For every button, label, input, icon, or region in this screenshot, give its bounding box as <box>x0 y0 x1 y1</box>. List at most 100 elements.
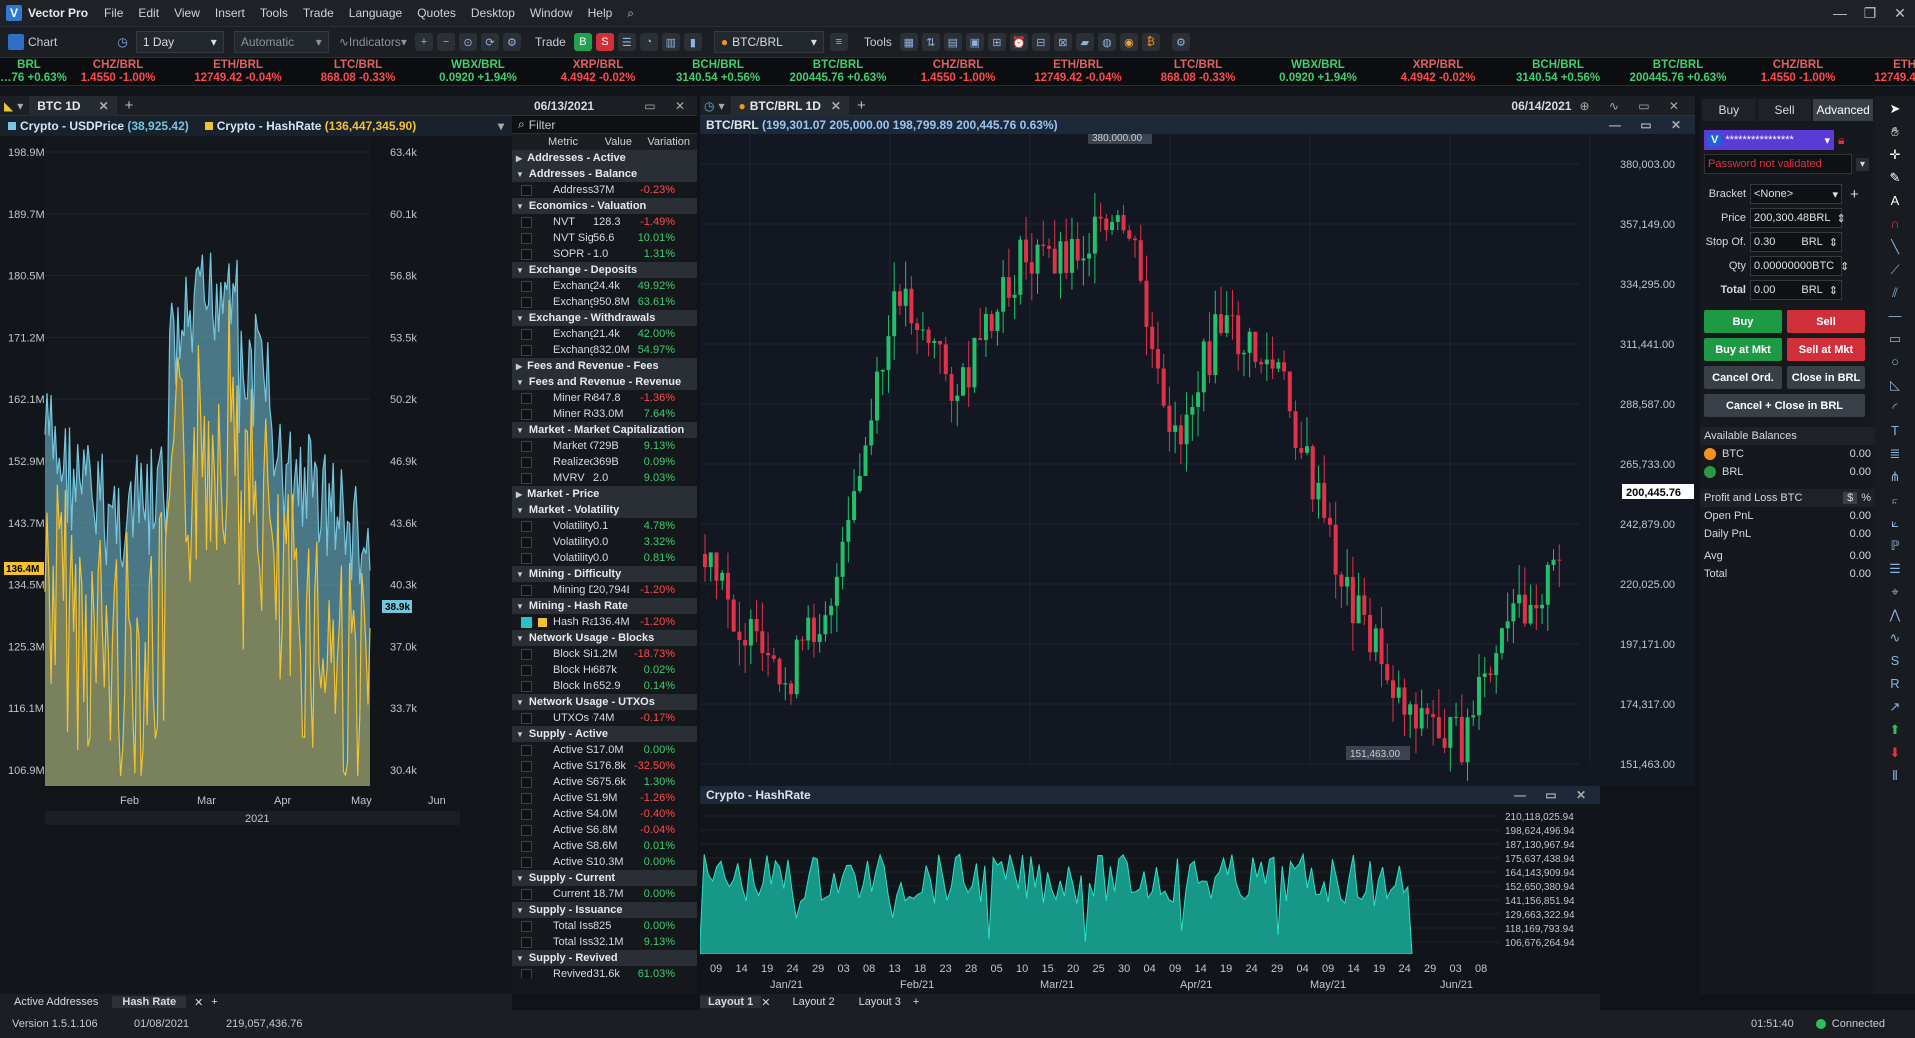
metric-row[interactable]: Volatility 0.0 3.32% <box>512 534 697 550</box>
text-icon[interactable]: A <box>1890 193 1900 208</box>
expand-icon[interactable]: ▾ <box>1856 157 1870 171</box>
metric-checkbox[interactable] <box>521 936 532 948</box>
metric-checkbox[interactable] <box>521 712 532 724</box>
menu-item-quotes[interactable]: Quotes <box>417 6 456 20</box>
tab-buy[interactable]: Buy <box>1702 99 1756 121</box>
tool-6-icon[interactable]: ⊟ <box>1031 33 1050 51</box>
candlestick-chart[interactable]: 380,003.00 357,149.00 334,295.00 311,441.00… <box>700 134 1695 786</box>
chevron-down-icon[interactable]: ▾ <box>718 98 725 113</box>
metric-row[interactable]: Realized 369B 0.09% <box>512 454 697 470</box>
metric-group-header[interactable]: ▼ Fees and Revenue - Revenue <box>512 374 697 390</box>
close-icon[interactable]: ✕ <box>98 98 109 113</box>
metric-checkbox[interactable] <box>521 392 532 404</box>
close-position-button[interactable]: Close in BRL <box>1787 366 1865 389</box>
elliott-icon[interactable]: ⋀ <box>1889 607 1901 622</box>
alarm-icon[interactable]: ⏰ <box>1009 33 1028 51</box>
ticker-item[interactable]: BCH/BRL 3140.54 +0.56% <box>658 58 778 85</box>
pattern-icon[interactable]: ℙ <box>1890 538 1900 553</box>
main-window-controls[interactable]: ⊕ ∿ ▭ ✕ <box>1579 98 1687 113</box>
pencil-icon[interactable]: ✎ <box>1889 170 1901 185</box>
metric-row[interactable]: Exchange832.0M 54.97% <box>512 342 697 358</box>
folder-icon[interactable]: ▰ <box>1075 33 1094 51</box>
cancel-orders-button[interactable]: Cancel Ord. <box>1704 366 1782 389</box>
menu-item-edit[interactable]: Edit <box>138 6 160 20</box>
tab-layout-3[interactable]: Layout 3 <box>858 996 901 1008</box>
metric-row[interactable]: Market C729B 9.13% <box>512 438 697 454</box>
settings-icon[interactable]: ⚙ <box>502 33 521 51</box>
metric-row[interactable]: UTXOs C74M -0.17% <box>512 710 697 726</box>
metric-checkbox[interactable] <box>521 232 532 244</box>
tool-5-icon[interactable]: ⊞ <box>987 33 1006 51</box>
dollar-icon[interactable]: $ <box>1843 492 1858 504</box>
close-icon[interactable]: ✕ <box>1894 5 1906 21</box>
filter-input[interactable]: ⌕ Filter <box>512 116 697 134</box>
ticker-item[interactable]: XRP/BRL 4.4942 -0.02% <box>538 58 658 85</box>
metric-row[interactable]: Current 18.7M 0.00% <box>512 886 697 902</box>
circle-icon[interactable]: ○ <box>1891 354 1899 369</box>
metric-checkbox[interactable] <box>521 456 532 468</box>
measure-icon[interactable]: ⌖ <box>1891 584 1899 599</box>
metric-row[interactable]: Exchange950.8M 63.61% <box>512 294 697 310</box>
metric-row[interactable]: Mining D20,794E -1.20% <box>512 582 697 598</box>
metric-checkbox[interactable] <box>521 584 532 596</box>
sell-at-market-button[interactable]: Sell at Mkt <box>1787 338 1865 361</box>
pie-icon[interactable]: ◔ <box>639 33 658 51</box>
sell-icon[interactable]: S <box>595 33 614 51</box>
gear-icon[interactable]: ⚙ <box>1171 33 1190 51</box>
scale-select[interactable]: Automatic ▾ <box>233 31 329 53</box>
pitchfork-icon[interactable]: ⋔ <box>1889 469 1901 484</box>
menu-item-view[interactable]: View <box>174 6 200 20</box>
hashrate-chart[interactable]: 210,118,025.94 198,624,496.94 187,130,967.… <box>700 804 1600 994</box>
metric-row[interactable]: Active S 17.0M 0.00% <box>512 742 697 758</box>
menu-item-window[interactable]: Window <box>529 6 573 20</box>
minimize-icon[interactable]: — <box>1833 5 1847 21</box>
zoom-in-icon[interactable]: + <box>414 33 433 51</box>
metric-checkbox[interactable] <box>521 856 532 868</box>
ticker-item[interactable]: BRL …76 +0.63% <box>0 58 67 85</box>
arrow-icon[interactable]: ↗ <box>1889 699 1901 714</box>
reset-icon[interactable]: ⟳ <box>480 33 499 51</box>
qty-input[interactable]: 0.00000000 BTC ⇕ <box>1750 256 1849 276</box>
ticker-item[interactable]: BTC/BRL 200445.76 +0.63% <box>778 58 898 85</box>
tool-3-icon[interactable]: ▤ <box>943 33 962 51</box>
gann-icon[interactable]: ⟔ <box>1891 492 1899 507</box>
menu-item-language[interactable]: Language <box>348 6 403 20</box>
percent-icon[interactable]: % <box>1861 492 1871 504</box>
metric-group-header[interactable]: ▼ Supply - Active <box>512 726 697 742</box>
list-icon[interactable]: ≡ <box>829 33 848 51</box>
metric-row[interactable]: MVRV 2.0 9.03% <box>512 470 697 486</box>
metric-checkbox[interactable] <box>521 248 532 260</box>
add-tab-icon[interactable]: + <box>211 996 218 1008</box>
cursor-icon[interactable]: ➤ <box>1889 101 1901 116</box>
metric-checkbox[interactable] <box>521 552 532 564</box>
metric-checkbox[interactable] <box>521 664 532 676</box>
fib-icon[interactable]: ≣ <box>1889 446 1901 461</box>
metric-checkbox[interactable] <box>521 440 532 452</box>
tool-4-icon[interactable]: ▣ <box>965 33 984 51</box>
close-icon[interactable]: ✕ <box>761 996 771 1009</box>
up-arrow-icon[interactable]: ⬆ <box>1889 722 1901 737</box>
search-icon[interactable]: ⌕ <box>627 5 635 20</box>
clock-icon[interactable]: ◷ <box>117 35 128 49</box>
metric-checkbox[interactable] <box>521 888 532 900</box>
metric-checkbox[interactable] <box>521 184 532 196</box>
metric-checkbox[interactable] <box>521 520 532 532</box>
chevron-down-icon[interactable]: ▾ <box>17 98 24 113</box>
metric-group-header[interactable]: ▶ Addresses - Active <box>512 150 697 166</box>
hashrate-window-controls[interactable]: — ▭ ✕ <box>1513 788 1594 802</box>
ticker-item[interactable]: CHZ/BRL 1.4550 -1.00% <box>1738 58 1858 85</box>
metric-row[interactable]: Hash Ra 136.4M -1.20% <box>512 614 697 630</box>
metric-checkbox[interactable] <box>521 296 532 308</box>
sub-window-controls[interactable]: — ▭ ✕ <box>1608 118 1689 132</box>
password-input[interactable]: Password not validated <box>1704 154 1852 174</box>
ticker-item[interactable]: LTC/BRL 868.08 -0.33% <box>298 58 418 85</box>
account-select[interactable]: V **************** ▾ <box>1704 130 1834 150</box>
metric-checkbox[interactable] <box>521 616 532 628</box>
metric-row[interactable]: Miner Re33.0M 7.64% <box>512 406 697 422</box>
metric-row[interactable]: Active S 1.9M -1.26% <box>512 790 697 806</box>
metric-group-header[interactable]: ▶ Fees and Revenue - Fees <box>512 358 697 374</box>
buy-icon[interactable]: B <box>573 33 592 51</box>
metric-checkbox[interactable] <box>521 472 532 484</box>
metrics-window-controls[interactable]: ▭ ✕ <box>644 98 693 113</box>
